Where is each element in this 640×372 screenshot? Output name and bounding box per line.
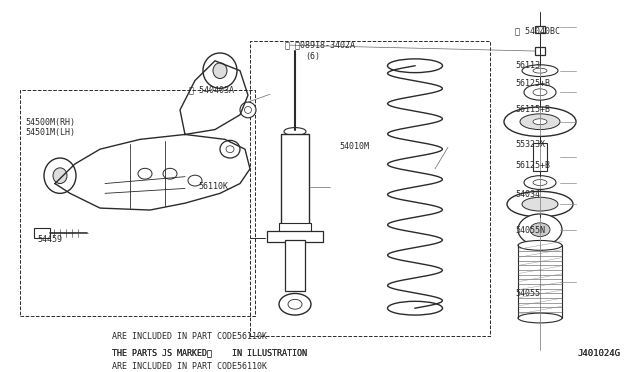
Ellipse shape <box>244 106 252 113</box>
Ellipse shape <box>44 158 76 193</box>
Ellipse shape <box>533 180 547 186</box>
Ellipse shape <box>522 65 558 77</box>
Text: 54055N: 54055N <box>515 226 545 235</box>
Bar <box>279 223 311 232</box>
Bar <box>285 240 305 292</box>
Ellipse shape <box>520 114 560 129</box>
Bar <box>267 231 323 243</box>
Bar <box>250 41 490 336</box>
Text: 54459: 54459 <box>37 235 62 244</box>
Text: ARE INCLUDED IN PART CODE56110K: ARE INCLUDED IN PART CODE56110K <box>112 362 267 371</box>
Bar <box>533 143 547 171</box>
Bar <box>535 47 545 55</box>
Text: 54501M(LH): 54501M(LH) <box>26 128 76 137</box>
Ellipse shape <box>533 68 547 73</box>
Ellipse shape <box>279 294 311 315</box>
Text: J401024G: J401024G <box>578 349 621 358</box>
Text: 56125+B: 56125+B <box>515 161 550 170</box>
Ellipse shape <box>533 89 547 96</box>
Ellipse shape <box>507 191 573 217</box>
Bar <box>281 134 309 228</box>
Ellipse shape <box>203 53 237 88</box>
Ellipse shape <box>226 146 234 153</box>
Text: THE PARTS JS MARKED※    IN ILLUSTRATION: THE PARTS JS MARKED※ IN ILLUSTRATION <box>112 349 307 358</box>
Ellipse shape <box>522 197 558 211</box>
Ellipse shape <box>284 128 306 135</box>
Text: 54034: 54034 <box>515 190 540 199</box>
Text: 56125+B: 56125+B <box>515 80 550 89</box>
Text: J401024G: J401024G <box>578 349 621 358</box>
Text: THE PARTS JS MARKED※    IN ILLUSTRATION: THE PARTS JS MARKED※ IN ILLUSTRATION <box>112 349 307 358</box>
Ellipse shape <box>530 223 550 237</box>
Ellipse shape <box>518 313 562 323</box>
Bar <box>34 228 50 237</box>
Text: 54010M: 54010M <box>339 141 369 151</box>
Ellipse shape <box>220 140 240 158</box>
Bar <box>20 90 255 316</box>
Ellipse shape <box>288 299 302 309</box>
Text: 54500M(RH): 54500M(RH) <box>26 118 76 127</box>
Text: (6): (6) <box>305 52 320 61</box>
Ellipse shape <box>524 84 556 100</box>
Ellipse shape <box>53 168 67 183</box>
Ellipse shape <box>518 240 562 250</box>
Ellipse shape <box>240 102 256 118</box>
Ellipse shape <box>518 214 562 246</box>
Ellipse shape <box>213 63 227 78</box>
Text: ARE INCLUDED IN PART CODE56110K: ARE INCLUDED IN PART CODE56110K <box>112 332 267 341</box>
Text: 56113: 56113 <box>515 61 540 70</box>
Ellipse shape <box>188 175 202 186</box>
Text: ※ 54040BC: ※ 54040BC <box>515 26 560 36</box>
Ellipse shape <box>163 168 177 179</box>
Bar <box>535 26 545 33</box>
Text: ※ ⓝ08918-3402A: ※ ⓝ08918-3402A <box>285 40 355 49</box>
Text: 54055: 54055 <box>515 289 540 298</box>
Text: ※ 540403A: ※ 540403A <box>189 85 234 94</box>
Ellipse shape <box>504 107 576 137</box>
Text: 56115+B: 56115+B <box>515 105 550 114</box>
Ellipse shape <box>524 176 556 189</box>
Text: 56110K: 56110K <box>198 182 228 192</box>
Ellipse shape <box>533 119 547 125</box>
Text: 55323X: 55323X <box>515 140 545 149</box>
Ellipse shape <box>138 168 152 179</box>
